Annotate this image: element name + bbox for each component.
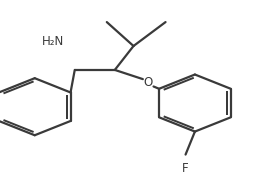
Text: H₂N: H₂N xyxy=(42,35,64,48)
Text: F: F xyxy=(182,162,189,175)
Text: O: O xyxy=(144,76,153,89)
